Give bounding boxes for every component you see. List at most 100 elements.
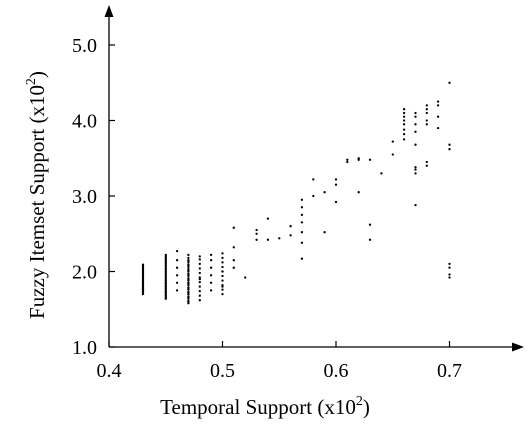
data-point bbox=[402, 108, 406, 111]
y-tick-label: 4.0 bbox=[72, 111, 97, 133]
data-point bbox=[187, 296, 190, 299]
data-point bbox=[300, 198, 304, 201]
y-tick-label: 1.0 bbox=[72, 337, 97, 359]
data-point bbox=[221, 261, 224, 264]
data-point bbox=[436, 104, 440, 107]
data-point bbox=[232, 226, 235, 229]
data-point bbox=[187, 256, 190, 260]
data-point bbox=[175, 281, 179, 284]
data-point bbox=[448, 262, 451, 266]
data-point bbox=[198, 285, 201, 288]
data-point bbox=[141, 271, 145, 274]
data-point bbox=[391, 153, 394, 156]
data-point bbox=[164, 259, 167, 263]
data-point bbox=[448, 273, 451, 276]
data-point bbox=[141, 289, 145, 292]
data-point bbox=[448, 143, 451, 146]
data-point bbox=[232, 259, 235, 262]
data-point bbox=[164, 256, 167, 260]
data-point bbox=[414, 203, 417, 207]
data-point bbox=[209, 253, 213, 257]
data-point bbox=[141, 286, 145, 290]
data-point bbox=[346, 158, 349, 161]
data-point bbox=[300, 241, 304, 244]
data-point bbox=[391, 140, 394, 143]
data-point bbox=[414, 115, 417, 118]
data-point bbox=[187, 273, 190, 276]
data-point bbox=[141, 266, 145, 269]
data-point bbox=[436, 115, 440, 118]
data-point bbox=[221, 285, 224, 288]
data-point bbox=[164, 289, 167, 293]
data-point bbox=[141, 284, 145, 287]
data-point bbox=[323, 231, 326, 234]
data-point bbox=[187, 291, 190, 294]
y-axis-arrowhead bbox=[104, 5, 114, 17]
data-point bbox=[334, 178, 338, 181]
data-point bbox=[164, 265, 167, 269]
data-point bbox=[402, 132, 406, 136]
data-point bbox=[187, 277, 190, 281]
data-point bbox=[323, 191, 326, 194]
data-point bbox=[164, 262, 167, 266]
data-point bbox=[198, 294, 201, 297]
data-point bbox=[187, 253, 190, 257]
data-point bbox=[300, 257, 304, 260]
data-point bbox=[425, 111, 428, 115]
data-point bbox=[380, 172, 383, 175]
data-point bbox=[141, 280, 145, 283]
data-point bbox=[300, 231, 304, 234]
data-point bbox=[221, 252, 224, 255]
data-point bbox=[357, 191, 360, 194]
x-tick-label: 0.5 bbox=[210, 360, 235, 382]
data-point bbox=[175, 266, 179, 269]
data-point bbox=[448, 276, 451, 279]
data-point bbox=[221, 270, 224, 273]
data-point bbox=[414, 123, 417, 126]
data-point bbox=[175, 249, 179, 253]
data-point bbox=[300, 221, 304, 224]
data-point bbox=[368, 223, 372, 226]
data-point bbox=[312, 178, 315, 181]
data-point bbox=[346, 160, 349, 164]
data-point bbox=[141, 268, 145, 272]
data-point bbox=[198, 276, 201, 279]
data-point bbox=[312, 194, 315, 198]
x-tick-label: 0.7 bbox=[437, 360, 462, 382]
data-point bbox=[221, 256, 224, 260]
data-point bbox=[402, 111, 406, 115]
data-point bbox=[198, 277, 201, 281]
data-point bbox=[198, 299, 201, 302]
data-point bbox=[221, 288, 224, 291]
scatter-points bbox=[141, 81, 451, 305]
data-point bbox=[425, 108, 428, 111]
x-tick-label: 0.4 bbox=[97, 360, 122, 382]
data-point bbox=[436, 100, 440, 103]
data-point bbox=[402, 128, 406, 131]
data-point bbox=[425, 160, 428, 164]
data-point bbox=[425, 119, 428, 122]
data-point bbox=[187, 282, 190, 285]
data-point bbox=[198, 280, 201, 284]
data-point bbox=[244, 276, 247, 279]
data-point bbox=[209, 289, 213, 292]
y-axis: 1.0 2.0 3.0 4.0 5.0 Fuzzy Itemset Support (x… bbox=[24, 5, 115, 359]
data-point bbox=[198, 271, 201, 275]
data-point bbox=[141, 264, 145, 267]
data-point bbox=[436, 126, 440, 130]
y-tick-label: 3.0 bbox=[72, 186, 97, 208]
data-point bbox=[221, 279, 224, 282]
data-point bbox=[209, 259, 213, 262]
data-point bbox=[221, 274, 224, 278]
data-point bbox=[164, 253, 167, 257]
data-point bbox=[164, 296, 167, 299]
data-point bbox=[402, 115, 406, 118]
y-tick-label: 5.0 bbox=[72, 35, 97, 57]
data-point bbox=[164, 277, 167, 281]
data-point bbox=[414, 130, 417, 133]
data-point bbox=[414, 143, 417, 146]
data-point bbox=[141, 282, 145, 285]
data-point bbox=[175, 259, 179, 262]
data-point bbox=[187, 259, 190, 263]
data-point bbox=[255, 228, 258, 232]
